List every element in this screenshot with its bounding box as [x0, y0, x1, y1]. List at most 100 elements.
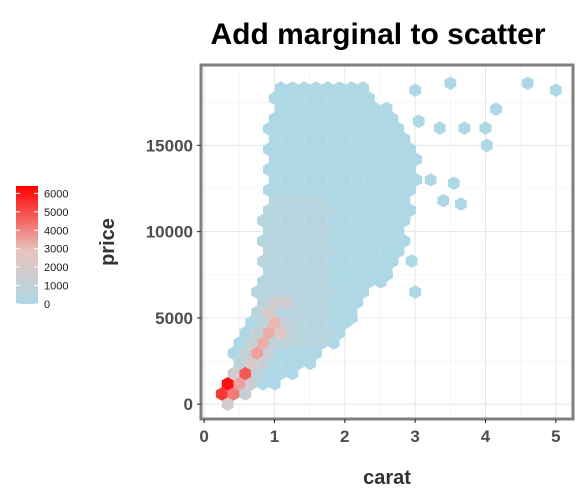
hexbin-cell: [233, 336, 246, 350]
hexbin-cell: [239, 326, 252, 340]
hexbin-cell: [321, 101, 334, 116]
hexbin-cell: [263, 122, 275, 136]
hexbin-cell: [333, 224, 346, 238]
hexbin-cell: [392, 122, 405, 136]
hexbin-cell: [345, 101, 358, 116]
hexbin-cell: [386, 193, 399, 207]
hexbin-cell: [374, 152, 387, 167]
hexbin-cell: [327, 336, 340, 350]
hexbin-cell: [374, 193, 387, 207]
hexbin-cell: [398, 234, 411, 248]
hexbin-cell: [380, 101, 393, 116]
hexbin-cell: [292, 336, 305, 350]
hexbin-cell: [286, 183, 299, 197]
hexbin-cell: [345, 285, 358, 299]
hexbin-cell: [292, 111, 305, 126]
hexbin-cell: [327, 254, 340, 269]
x-axis-title: carat: [363, 467, 411, 489]
hexbin-cell: [316, 254, 328, 269]
hexbin-cell: [304, 91, 316, 105]
hexbin-cell: [280, 132, 293, 146]
hexbin-cell: [286, 162, 299, 177]
hexbin-cell: [327, 213, 340, 228]
hexbin-cell: [233, 377, 246, 391]
hexbin-cell: [251, 285, 263, 299]
hexbin-cell: [274, 224, 287, 238]
hexbin-cell: [386, 132, 399, 146]
hexbin-cell: [245, 336, 258, 350]
hexbin-cell: [274, 183, 287, 197]
hexbin-cell: [268, 295, 281, 309]
hexbin-cell: [339, 173, 352, 187]
y-tick-label: 15000: [146, 136, 193, 155]
hexbin-cell: [345, 81, 358, 95]
hexbin-cell: [345, 244, 358, 258]
hexbin-cell: [327, 193, 340, 207]
hexbin-cell: [363, 254, 375, 269]
x-axis-ticks: 0 1 2 3 4 5: [199, 419, 561, 446]
hexbin-cell: [263, 346, 275, 360]
hexbin-cell: [363, 193, 375, 207]
hexbin-cell: [298, 122, 311, 136]
hexbin-cell: [363, 152, 375, 167]
hexbin-cell: [404, 183, 417, 197]
hexbin-cell: [351, 111, 364, 126]
hexbin-cell: [381, 267, 393, 282]
hexbin-cell: [268, 173, 281, 187]
hexbin-cell: [316, 173, 328, 187]
hexbin-cell: [310, 285, 322, 299]
hexbin-cell: [274, 101, 287, 116]
hexbin-cell: [437, 193, 450, 208]
hexbin-cell: [351, 91, 364, 105]
hexbin-cell: [286, 264, 299, 279]
hexbin-cell: [304, 213, 316, 228]
hexbin-cell: [263, 183, 275, 197]
hexbin-cell: [286, 244, 299, 258]
y-tick-label: 10000: [146, 223, 193, 242]
hexbin-cell: [333, 244, 346, 258]
hexbin-cell: [263, 264, 275, 279]
hexbin-cell: [304, 254, 316, 269]
hexbin-cell: [357, 244, 369, 258]
hexbin-cell: [245, 356, 258, 371]
hexbin-cell: [221, 397, 234, 411]
hexbin-cell: [380, 224, 393, 238]
hexbin-cell: [333, 203, 346, 218]
hexbin-cell: [310, 122, 322, 136]
legend-tick-label: 2000: [44, 262, 68, 274]
hexbin-cell: [386, 152, 399, 167]
hexbin-cell: [333, 183, 346, 197]
hexbin-cell: [268, 111, 281, 126]
hexbin-cell: [304, 275, 316, 289]
hexbin-cell: [339, 254, 352, 269]
hexbin-cell: [454, 197, 467, 211]
hexbin-cell: [398, 173, 411, 187]
hexbin-cell: [251, 326, 263, 340]
hexbin-cell: [345, 203, 358, 218]
hexbin-cell: [292, 173, 305, 187]
hexbin-cell: [304, 295, 316, 309]
hexbin-cell: [227, 346, 240, 360]
hexbin-cell: [280, 275, 293, 289]
x-tick-label: 2: [340, 427, 349, 446]
hexbin-cell: [333, 101, 346, 116]
hexbin-cell: [345, 142, 358, 156]
hexbin-cell: [351, 234, 364, 248]
hexbin-cell: [280, 336, 293, 350]
hexbin-cell: [321, 224, 334, 238]
hexbin-cell: [280, 91, 293, 105]
hexbin-cell: [386, 213, 399, 228]
hexbin-cell: [321, 81, 334, 95]
hexbin-cell: [280, 173, 293, 187]
hexbin-cell: [292, 193, 305, 207]
hexbin-cell: [292, 315, 305, 330]
x-tick-label: 4: [481, 427, 491, 446]
hexbin-cell: [304, 152, 316, 167]
hexbin-cell: [444, 76, 457, 91]
hexbin-cell: [321, 285, 334, 299]
hexbin-cell: [257, 275, 269, 289]
hexbin-cell: [369, 122, 381, 136]
hexbin-cell: [398, 132, 411, 146]
hexbin-cell: [447, 176, 460, 191]
